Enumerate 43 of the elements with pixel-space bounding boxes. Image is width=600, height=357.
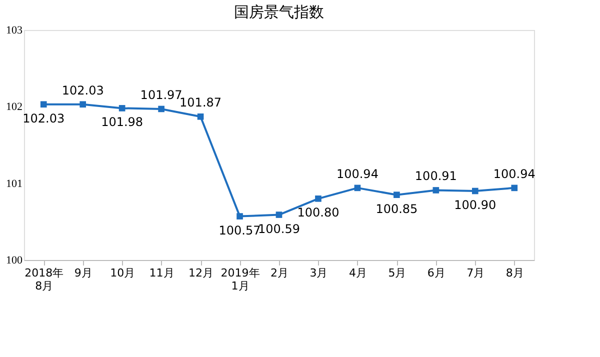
data-label: 100.80 — [297, 206, 340, 220]
chart-title: 国房景气指数 — [234, 3, 324, 21]
data-label: 100.91 — [414, 169, 457, 184]
point — [354, 184, 361, 192]
data-label: 100.94 — [493, 166, 536, 181]
point — [276, 212, 282, 218]
x-tick-label: 5月 — [388, 266, 406, 280]
point — [236, 213, 243, 220]
y-tick-label: 101 — [6, 178, 22, 190]
data-label: 100.85 — [376, 202, 418, 216]
point — [118, 105, 126, 112]
x-tick-label: 9月 — [74, 266, 92, 280]
x-tick-label: 7月 — [466, 266, 485, 280]
y-tick-label: 103 — [6, 24, 23, 36]
point — [472, 188, 478, 194]
data-label: 101.87 — [180, 96, 222, 110]
x-tick-label: 8月 — [506, 266, 524, 280]
x-tick-label: 2月 — [270, 266, 288, 280]
x-tick-label: 3月 — [310, 266, 328, 280]
y-tick-label: 100 — [6, 254, 23, 266]
x-tick-label: 6月 — [427, 266, 446, 280]
point — [80, 101, 86, 108]
x-tick-label: 4月 — [348, 266, 367, 280]
x-tick-label: 2018年 8月 — [24, 266, 64, 292]
data-label: 100.59 — [258, 222, 300, 236]
point — [432, 187, 440, 194]
x-tick-label: 11月 — [149, 266, 174, 280]
data-label: 102.03 — [62, 83, 104, 98]
y-tick-label: 102 — [6, 101, 22, 114]
data-label: 101.97 — [140, 88, 182, 102]
data-label: 102.03 — [22, 111, 65, 126]
point — [511, 184, 518, 192]
x-tick-label: 2019年 1月 — [220, 266, 260, 292]
x-tick-label: 10月 — [110, 266, 136, 280]
data-label: 100.94 — [336, 166, 378, 181]
point — [158, 106, 164, 112]
point — [315, 196, 322, 202]
data-label: 100.90 — [454, 198, 496, 212]
x-tick-label: 12月 — [188, 266, 214, 280]
point — [40, 101, 47, 108]
data-label: 101.98 — [101, 115, 144, 130]
point — [197, 113, 204, 120]
point — [394, 192, 400, 198]
